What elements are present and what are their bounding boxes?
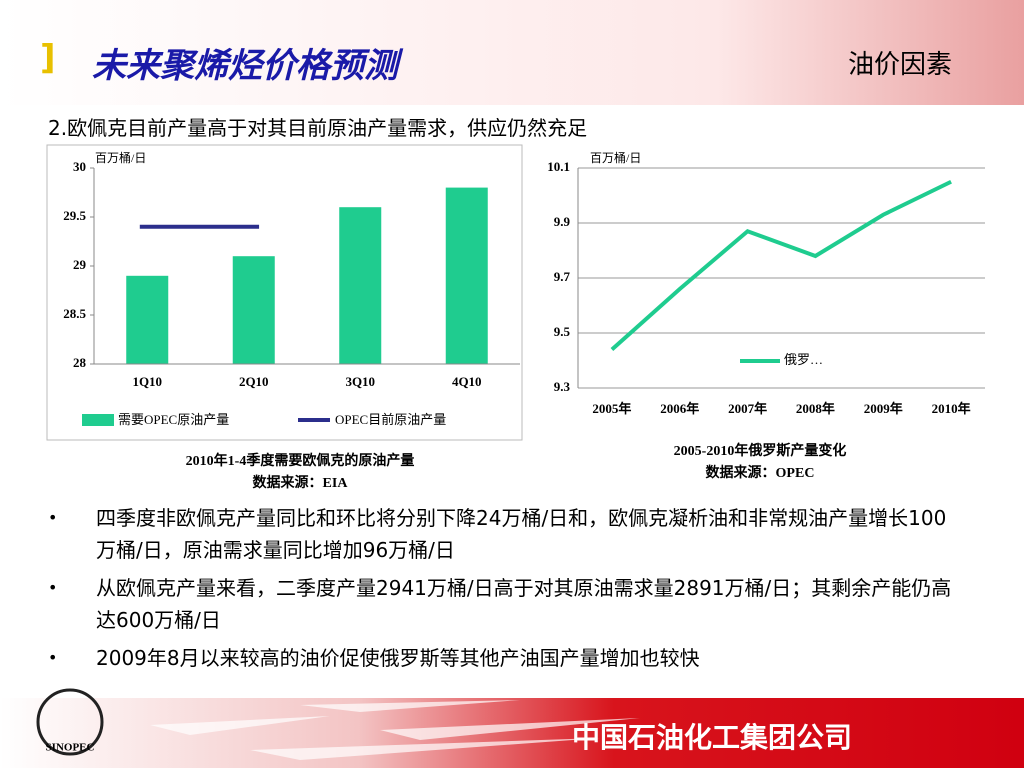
caption: 数据来源：EIA — [253, 474, 349, 491]
caption: 2010年1-4季度需要欧佩克的原油产量 — [186, 452, 415, 469]
y-tick-label: 28 — [73, 355, 87, 370]
caption: 数据来源：OPEC — [706, 464, 815, 481]
legend-label: OPEC目前原油产量 — [335, 412, 446, 427]
tag: 油价因素 — [848, 50, 953, 80]
x-tick-label: 2009年 — [864, 401, 903, 416]
x-tick-label: 2010年 — [932, 401, 971, 416]
bar — [232, 256, 275, 364]
x-tick-label: 1Q10 — [132, 374, 162, 389]
legend-swatch — [82, 414, 114, 426]
x-tick-label: 2007年 — [728, 401, 767, 416]
logo-text: SINOPEC — [46, 742, 95, 754]
bracket: ] — [40, 38, 56, 78]
company: 中国石油化工集团公司 — [572, 721, 853, 754]
chart-frame — [46, 144, 523, 441]
y-tick-label: 9.5 — [554, 324, 571, 339]
y-tick-label: 30 — [73, 159, 86, 174]
y-tick-label: 9.3 — [554, 379, 571, 394]
y-tick-label: 9.9 — [554, 214, 571, 229]
line — [610, 179, 952, 351]
x-tick-label: 4Q10 — [452, 374, 482, 389]
logo — [36, 688, 104, 756]
bullet: 四季度非欧佩克产量同比和环比将分别下降24万桶/日和，欧佩克凝析油和非常规油产量… — [48, 502, 966, 566]
caption: 2005-2010年俄罗斯产量变化 — [674, 442, 847, 459]
y-tick-label: 28.5 — [63, 306, 86, 321]
bar — [445, 187, 488, 364]
bar — [339, 207, 382, 364]
footer-streaks — [150, 700, 640, 760]
title: 未来聚烯烃价格预测 — [92, 46, 398, 86]
y-tick-label: 10.1 — [547, 159, 570, 174]
x-tick-label: 2Q10 — [239, 374, 269, 389]
x-tick-label: 2005年 — [592, 401, 631, 416]
header-bg — [0, 0, 1024, 105]
x-tick-label: 3Q10 — [345, 374, 375, 389]
chart-frame — [535, 145, 995, 440]
x-tick-label: 2008年 — [796, 401, 835, 416]
y-tick-label: 29.5 — [63, 208, 86, 223]
subtitle: 2.欧佩克目前产量高于对其目前原油产量需求，供应仍然充足 — [48, 116, 588, 140]
legend-label: 俄罗… — [784, 352, 823, 367]
y-tick-label: 29 — [73, 257, 87, 272]
unit-label: 百万桶/日 — [590, 150, 641, 165]
bullet: 2009年8月以来较高的油价促使俄罗斯等其他产油国产量增加也较快 — [48, 642, 966, 674]
legend-label: 需要OPEC原油产量 — [118, 412, 229, 427]
bullet: 从欧佩克产量来看，二季度产量2941万桶/日高于对其原油需求量2891万桶/日；… — [48, 572, 966, 636]
bullets: 四季度非欧佩克产量同比和环比将分别下降24万桶/日和，欧佩克凝析油和非常规油产量… — [48, 502, 966, 680]
unit-label: 百万桶/日 — [95, 150, 146, 165]
bar — [126, 275, 169, 364]
footer-bg — [0, 698, 1024, 768]
x-tick-label: 2006年 — [660, 401, 699, 416]
y-tick-label: 9.7 — [554, 269, 571, 284]
